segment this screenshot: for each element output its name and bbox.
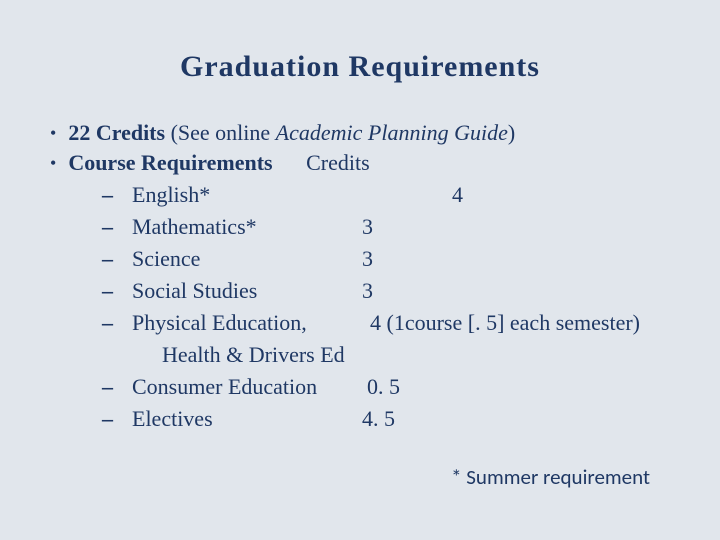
dash-marker: – <box>102 179 120 211</box>
dash-marker: – <box>102 243 120 275</box>
course-name-continuation: Health & Drivers Ed <box>132 339 345 371</box>
bullet-course-requirements: • Course Requirements Credits <box>50 149 690 177</box>
course-credits: 3 <box>362 243 690 275</box>
course-name: English* <box>132 179 362 211</box>
dash-marker: – <box>102 403 120 435</box>
bullet-text: Course Requirements Credits <box>68 149 690 177</box>
credits-total-mid: (See online <box>171 120 276 145</box>
content-area: • 22 Credits (See online Academic Planni… <box>30 119 690 435</box>
course-credits: 4 (1course [. 5] each semester) <box>362 307 690 339</box>
planning-guide-italic: Academic Planning Guide <box>276 120 508 145</box>
credits-total-bold: 22 Credits <box>68 120 170 145</box>
credits-column-header: Credits <box>306 149 370 177</box>
list-item: – Science 3 <box>102 243 690 275</box>
course-name: Electives <box>132 403 362 435</box>
list-item: – Consumer Education 0. 5 <box>102 371 690 403</box>
list-item: – Mathematics* 3 <box>102 211 690 243</box>
dash-marker: – <box>102 371 120 403</box>
course-name: Physical Education, <box>132 307 362 339</box>
slide-title: Graduation Requirements <box>30 50 690 84</box>
course-list: – English* 4 – Mathematics* 3 – Science … <box>50 179 690 435</box>
list-item: – Physical Education, 4 (1course [. 5] e… <box>102 307 690 339</box>
dash-marker: – <box>102 211 120 243</box>
course-name: Mathematics* <box>132 211 362 243</box>
course-credits: 3 <box>362 211 690 243</box>
bullet-credits-total: • 22 Credits (See online Academic Planni… <box>50 119 690 147</box>
footnote-summer-req: * Summer requirement <box>451 464 650 490</box>
dash-marker: – <box>102 275 120 307</box>
course-credits: 3 <box>362 275 690 307</box>
bullet-marker: • <box>50 119 56 147</box>
list-item-continuation: Health & Drivers Ed <box>102 339 690 371</box>
course-credits: 4. 5 <box>362 403 690 435</box>
course-credits: 0. 5 <box>362 371 690 403</box>
list-item: – Social Studies 3 <box>102 275 690 307</box>
course-credits: 4 <box>362 179 690 211</box>
list-item: – Electives 4. 5 <box>102 403 690 435</box>
course-name: Consumer Education <box>132 371 362 403</box>
course-name: Science <box>132 243 362 275</box>
bullet-text: 22 Credits (See online Academic Planning… <box>68 119 690 147</box>
dash-marker-empty <box>102 339 120 371</box>
dash-marker: – <box>102 307 120 339</box>
course-name: Social Studies <box>132 275 362 307</box>
credits-total-suffix: ) <box>508 120 515 145</box>
list-item: – English* 4 <box>102 179 690 211</box>
course-req-label: Course Requirements <box>68 150 272 175</box>
bullet-marker: • <box>50 149 56 177</box>
